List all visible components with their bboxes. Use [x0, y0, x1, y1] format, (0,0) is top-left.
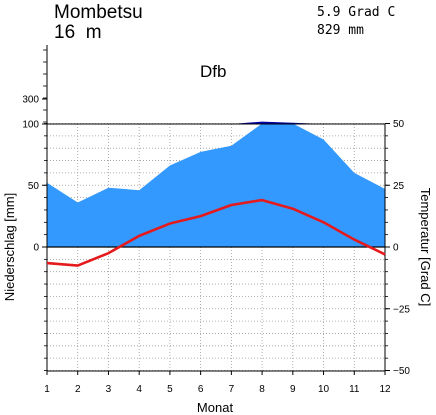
month-tick-label: 10	[318, 384, 330, 395]
month-tick-label: 7	[229, 384, 235, 395]
precip-tick-label: 100	[22, 120, 39, 131]
temperature-line	[46, 198, 386, 267]
precipitation-excess-area	[231, 121, 324, 124]
temp-tick-label: 0	[393, 243, 399, 254]
x-axis-label: Monat	[197, 400, 234, 415]
month-tick-label: 1	[44, 384, 50, 395]
annual-precipitation: 829 mm	[317, 23, 364, 38]
precip-tick-label: 300	[22, 95, 39, 106]
climate-classification: Dfb	[200, 62, 226, 81]
temp-tick-label: −50	[393, 366, 410, 377]
month-tick-label: 2	[75, 384, 81, 395]
month-tick-label: 9	[290, 384, 296, 395]
month-tick-label: 4	[136, 384, 142, 395]
month-tick-label: 11	[349, 384, 360, 395]
precipitation-areas	[47, 121, 385, 247]
precip-tick-label: 0	[33, 243, 39, 254]
month-tick-label: 6	[198, 384, 204, 395]
month-tick-label: 3	[106, 384, 112, 395]
y-axis-label-right: Temperatur [Grad C]	[418, 188, 433, 307]
temp-tick-label: 50	[393, 119, 405, 130]
month-tick-label: 5	[167, 384, 173, 395]
precip-tick-label: 50	[28, 181, 40, 192]
station-elevation: 16 m	[54, 22, 102, 43]
axes	[42, 45, 390, 375]
month-tick-label: 12	[379, 384, 391, 395]
temp-tick-label: −25	[393, 304, 410, 315]
temp-tick-label: 25	[393, 181, 405, 192]
y-axis-label-left: Niederschlag [mm]	[2, 193, 17, 301]
month-tick-label: 8	[259, 384, 265, 395]
annual-temperature: 5.9 Grad C	[317, 5, 395, 20]
chart-marks	[46, 198, 386, 267]
precipitation-area	[47, 123, 385, 247]
station-name: Mombetsu	[54, 2, 143, 23]
